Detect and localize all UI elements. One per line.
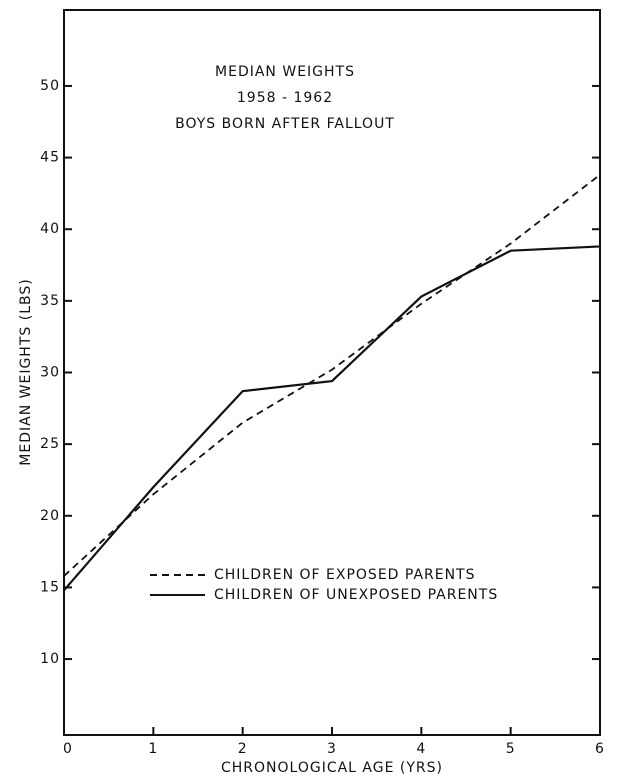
y-tick-label: 15: [40, 579, 60, 595]
y-tick-label: 35: [40, 293, 60, 309]
x-tick-label: 5: [506, 741, 516, 757]
legend-label: CHILDREN OF EXPOSED PARENTS: [214, 567, 476, 583]
y-tick-label: 45: [40, 150, 60, 166]
y-tick-label: 50: [40, 78, 60, 94]
x-tick-label: 1: [148, 741, 158, 757]
y-tick-label: 20: [40, 508, 60, 524]
x-tick-label: 4: [416, 741, 426, 757]
x-tick-label: 3: [327, 741, 337, 757]
series-line: [63, 245, 601, 592]
x-tick-label: 2: [238, 741, 248, 757]
y-tick-label: 40: [40, 221, 60, 237]
series-line: [63, 174, 601, 577]
chart-title: 1958 - 1962: [237, 90, 333, 106]
y-tick-label: 25: [40, 436, 60, 452]
x-tick-label: 0: [63, 741, 73, 757]
y-tick-label: 30: [40, 365, 60, 381]
x-axis-label: CHRONOLOGICAL AGE (YRS): [221, 760, 443, 776]
legend-label: CHILDREN OF UNEXPOSED PARENTS: [214, 587, 498, 603]
y-axis-label: MEDIAN WEIGHTS (LBS): [18, 278, 34, 465]
chart-title: BOYS BORN AFTER FALLOUT: [175, 116, 395, 132]
y-tick-label: 10: [40, 651, 60, 667]
chart-title: MEDIAN WEIGHTS: [215, 64, 355, 80]
x-tick-label: 6: [595, 741, 605, 757]
